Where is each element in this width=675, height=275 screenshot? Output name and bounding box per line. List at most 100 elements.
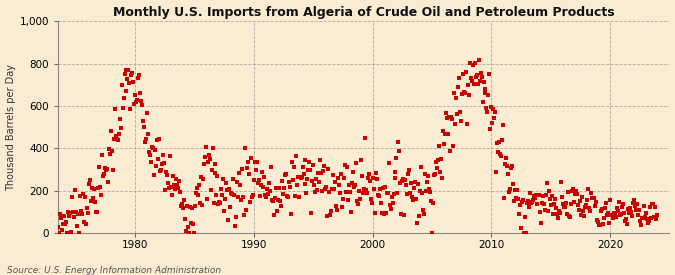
Point [265,189,275,193]
Point [135,91,146,95]
Point [92,185,103,190]
Point [173,179,184,184]
Point [169,183,180,187]
Point [316,171,327,175]
Point [302,177,313,181]
Point [199,155,210,159]
Point [620,219,630,223]
Point [632,213,643,217]
Point [352,199,362,203]
Point [537,201,547,205]
Point [566,189,577,193]
Point [404,167,414,172]
Point [51,231,61,235]
Point [101,168,111,172]
Point [144,150,155,154]
Point [231,215,242,219]
Point [56,216,67,220]
Point [230,224,241,228]
Point [518,197,529,202]
Point [446,117,457,121]
Point [340,163,350,167]
Point [489,116,500,120]
Point [65,229,76,234]
Point [97,153,107,157]
Text: Source: U.S. Energy Information Administration: Source: U.S. Energy Information Administ… [7,266,221,275]
Point [574,208,585,212]
Point [504,190,514,195]
Point [461,122,472,126]
Point [594,223,605,227]
Point [195,175,206,180]
Point [131,100,142,105]
Point [546,194,557,199]
Point [280,171,291,176]
Point [269,196,280,200]
Point [545,203,556,207]
Point [578,209,589,213]
Point [97,174,108,178]
Point [171,177,182,182]
Point [648,215,659,219]
Point [482,110,493,114]
Point [466,79,477,83]
Point [227,192,238,196]
Point [411,197,422,202]
Point [260,193,271,197]
Point [200,144,211,149]
Point [592,218,603,222]
Point [239,213,250,218]
Point [319,164,329,169]
Point [641,211,651,216]
Point [327,187,338,191]
Point [456,119,466,123]
Point [241,208,252,212]
Point [394,149,405,153]
Point [278,186,289,191]
Point [598,222,609,226]
Point [484,72,495,76]
Point [634,219,645,224]
Point [622,207,633,211]
Point [433,158,443,162]
Point [360,188,371,192]
Point [263,181,274,185]
Point [365,196,376,201]
Point [244,172,254,176]
Point [558,202,568,206]
Point [531,193,541,197]
Point [550,206,561,210]
Point [516,200,527,204]
Point [143,131,154,136]
Point [53,225,63,229]
Point [333,176,344,180]
Point [373,194,384,198]
Point [152,138,163,142]
Point [196,203,207,207]
Point [171,183,182,187]
Point [613,208,624,213]
Point [439,131,450,136]
Point [148,146,159,150]
Point [165,154,176,159]
Point [639,204,649,208]
Point [502,164,512,168]
Point [339,175,350,180]
Point [113,132,124,136]
Point [431,166,442,170]
Point [338,197,348,201]
Point [210,162,221,166]
Point [511,196,522,200]
Point [182,204,192,208]
Point [390,169,401,174]
Point [647,202,658,206]
Point [381,191,392,195]
Point [108,137,119,141]
Point [418,208,429,213]
Point [631,202,642,207]
Point [396,212,407,216]
Point [182,225,193,230]
Point [134,73,144,77]
Point [68,210,78,214]
Point [646,202,657,207]
